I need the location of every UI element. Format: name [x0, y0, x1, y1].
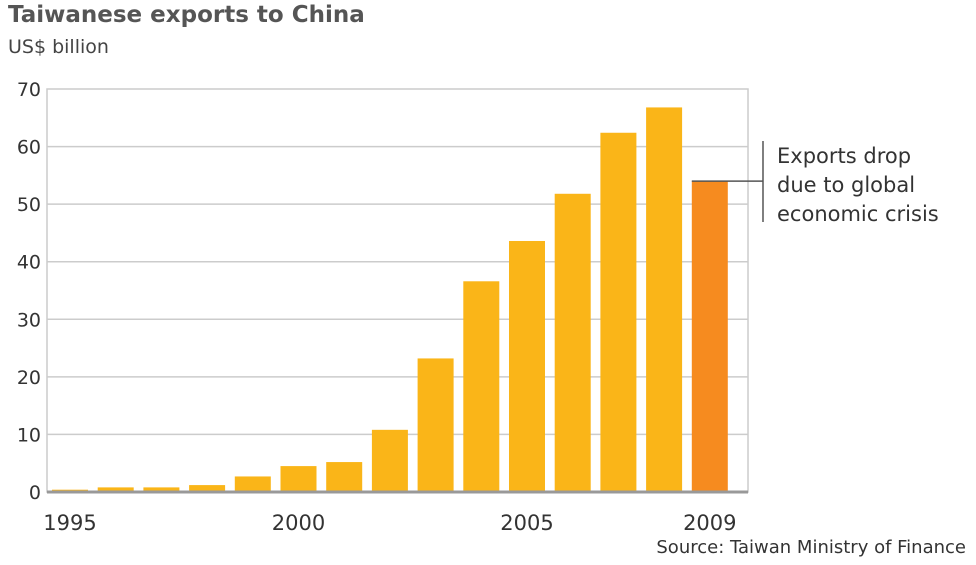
bar-2008	[646, 107, 683, 493]
bar-1998	[189, 485, 226, 492]
bar-2002	[371, 429, 408, 492]
bar-1999	[234, 476, 271, 492]
y-tick-label: 10	[17, 424, 41, 446]
x-tick-label: 2005	[500, 511, 553, 535]
source-note: Source: Taiwan Ministry of Finance	[656, 537, 966, 558]
x-tick-label: 1995	[43, 511, 96, 535]
x-tick-label: 2000	[272, 511, 325, 535]
bar-2007	[600, 132, 637, 493]
y-tick-label: 40	[17, 252, 41, 274]
annotation-text-line: Exports drop	[777, 144, 911, 168]
x-tick-label: 2009	[683, 511, 736, 535]
bar-1996	[97, 487, 134, 492]
chart-subtitle: US$ billion	[8, 36, 109, 58]
y-tick-label: 70	[17, 79, 41, 101]
y-tick-label: 60	[17, 137, 41, 159]
y-tick-label: 0	[29, 482, 41, 504]
annotation-text-line: due to global	[777, 173, 915, 197]
bar-1997	[143, 487, 180, 492]
annotation-text-line: economic crisis	[777, 202, 939, 226]
bar-2003	[417, 358, 454, 492]
chart-title: Taiwanese exports to China	[8, 2, 365, 28]
bar-2004	[463, 281, 500, 492]
y-tick-label: 50	[17, 194, 41, 216]
bar-2001	[326, 462, 363, 492]
y-tick-label: 20	[17, 367, 41, 389]
bar-2006	[554, 193, 591, 492]
bar-2009	[691, 181, 728, 492]
bar-2005	[509, 240, 545, 492]
bar-2000	[280, 466, 317, 492]
y-tick-label: 30	[17, 309, 41, 331]
